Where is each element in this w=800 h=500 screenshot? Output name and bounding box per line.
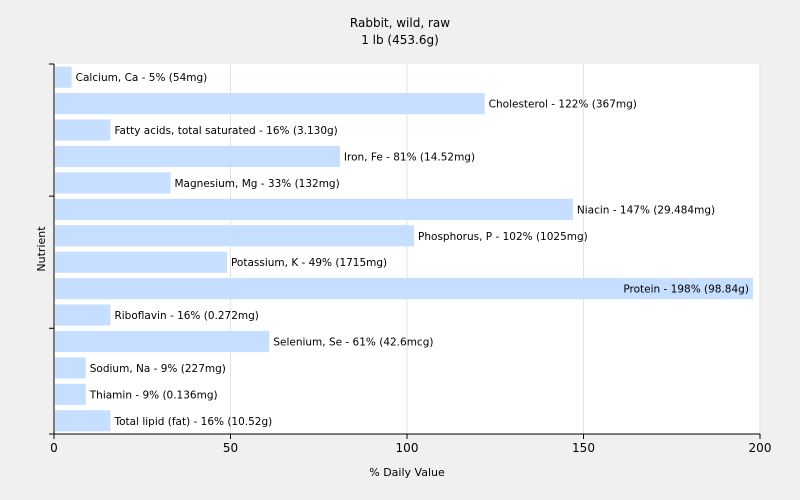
x-tick-label: 100 xyxy=(396,441,419,455)
bar xyxy=(55,383,86,405)
bar-label: Phosphorus, P - 102% (1025mg) xyxy=(418,231,588,243)
bar xyxy=(55,93,485,115)
chart-title: Rabbit, wild, raw xyxy=(350,16,450,30)
x-tick-label: 200 xyxy=(749,441,772,455)
bar-label: Iron, Fe - 81% (14.52mg) xyxy=(344,152,475,164)
x-axis-title: % Daily Value xyxy=(369,466,445,479)
x-tick-label: 0 xyxy=(50,441,58,455)
y-axis-title: Nutrient xyxy=(35,226,48,272)
bar xyxy=(55,66,72,88)
bar-label: Riboflavin - 16% (0.272mg) xyxy=(114,310,258,322)
grid-lines xyxy=(230,64,761,434)
bar-label: Potassium, K - 49% (1715mg) xyxy=(231,257,387,269)
bar xyxy=(55,225,415,247)
bar xyxy=(55,410,111,432)
bar xyxy=(55,304,111,326)
bars: Calcium, Ca - 5% (54mg) Cholesterol - 122… xyxy=(55,66,753,432)
x-tick-labels: 0 50 100 150 200 xyxy=(50,441,771,455)
bar-label: Sodium, Na - 9% (227mg) xyxy=(90,363,226,375)
bar-label: Calcium, Ca - 5% (54mg) xyxy=(76,72,208,84)
bar-label: Total lipid (fat) - 16% (10.52g) xyxy=(113,416,272,428)
bar xyxy=(55,330,270,353)
bar xyxy=(55,119,111,141)
axes xyxy=(49,63,761,439)
bar-label: Thiamin - 9% (0.136mg) xyxy=(89,389,218,401)
bar-label: Protein - 198% (98.84g) xyxy=(623,284,749,296)
chart-subtitle: 1 lb (453.6g) xyxy=(361,33,439,47)
x-tick-label: 50 xyxy=(223,441,238,455)
bar-label: Selenium, Se - 61% (42.6mcg) xyxy=(273,337,433,349)
bar-label: Magnesium, Mg - 33% (132mg) xyxy=(174,178,339,190)
bar-label: Fatty acids, total saturated - 16% (3.13… xyxy=(114,125,337,137)
bar-label: Cholesterol - 122% (367mg) xyxy=(489,99,637,111)
bar xyxy=(55,172,171,194)
bar xyxy=(55,145,340,168)
bar-label: Niacin - 147% (29.484mg) xyxy=(577,204,715,216)
bar xyxy=(55,357,86,379)
bar xyxy=(55,251,227,273)
bar xyxy=(55,198,573,220)
x-tick-label: 150 xyxy=(572,441,595,455)
bar xyxy=(55,278,753,300)
